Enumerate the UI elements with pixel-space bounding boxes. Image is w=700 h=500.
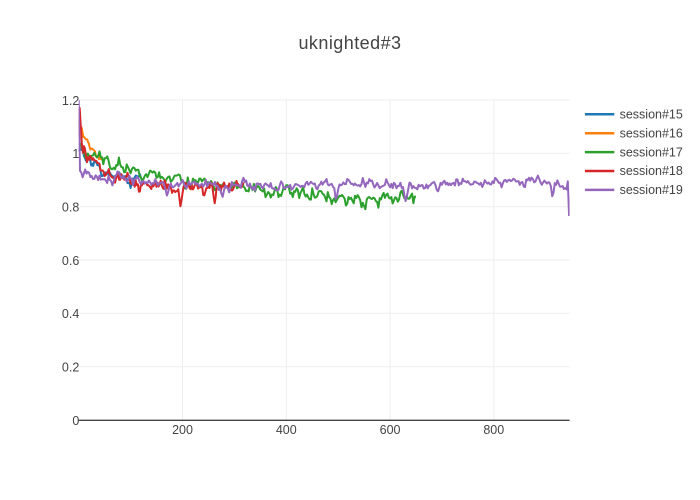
svg-text:0.6: 0.6 (62, 254, 79, 268)
svg-text:400: 400 (276, 423, 297, 437)
svg-text:1.2: 1.2 (62, 94, 79, 108)
svg-text:600: 600 (380, 423, 401, 437)
svg-text:session#19: session#19 (620, 183, 683, 197)
svg-text:200: 200 (172, 423, 193, 437)
svg-text:0.4: 0.4 (62, 307, 79, 321)
svg-text:session#17: session#17 (620, 145, 683, 159)
svg-text:session#18: session#18 (620, 164, 683, 178)
svg-text:0: 0 (72, 414, 79, 428)
svg-text:session#15: session#15 (620, 108, 683, 122)
svg-text:0.8: 0.8 (62, 201, 79, 215)
svg-text:session#16: session#16 (620, 126, 683, 140)
svg-text:uknighted#3: uknighted#3 (298, 33, 401, 53)
svg-text:800: 800 (483, 423, 504, 437)
svg-text:1: 1 (72, 147, 79, 161)
svg-text:0.2: 0.2 (62, 361, 79, 375)
